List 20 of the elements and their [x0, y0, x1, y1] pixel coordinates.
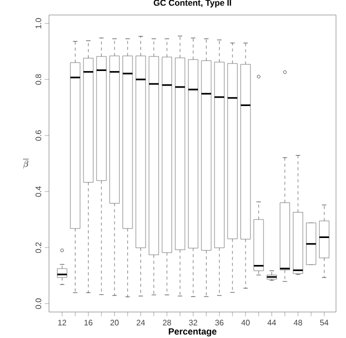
x-axis-title: Percentage	[168, 328, 216, 336]
x-tick-label: 24	[136, 320, 145, 326]
y-tick-label: 0.8	[36, 74, 42, 85]
chart-title: GC Content, Type II	[154, 0, 232, 8]
y-axis-title: $\overline{\beta}$	[22, 159, 29, 168]
x-tick-label: 36	[215, 320, 224, 326]
y-tick-label: 0.0	[36, 298, 42, 309]
x-tick-label: 32	[189, 320, 198, 326]
y-tick-label: 0.2	[36, 242, 42, 253]
x-tick-label: 40	[241, 320, 250, 326]
x-tick-label: 54	[320, 320, 328, 326]
x-tick-label: 12	[58, 320, 66, 326]
x-tick-label: 48	[294, 320, 302, 326]
x-tick-label: 28	[162, 320, 172, 326]
y-tick-label: 0.6	[36, 130, 42, 141]
x-tick-label: 16	[84, 320, 92, 326]
y-tick-label: 1.0	[36, 18, 42, 28]
y-tick-label: 0.4	[36, 186, 42, 197]
x-tick-label: 44	[268, 320, 276, 326]
x-tick-label: 20	[110, 320, 119, 326]
